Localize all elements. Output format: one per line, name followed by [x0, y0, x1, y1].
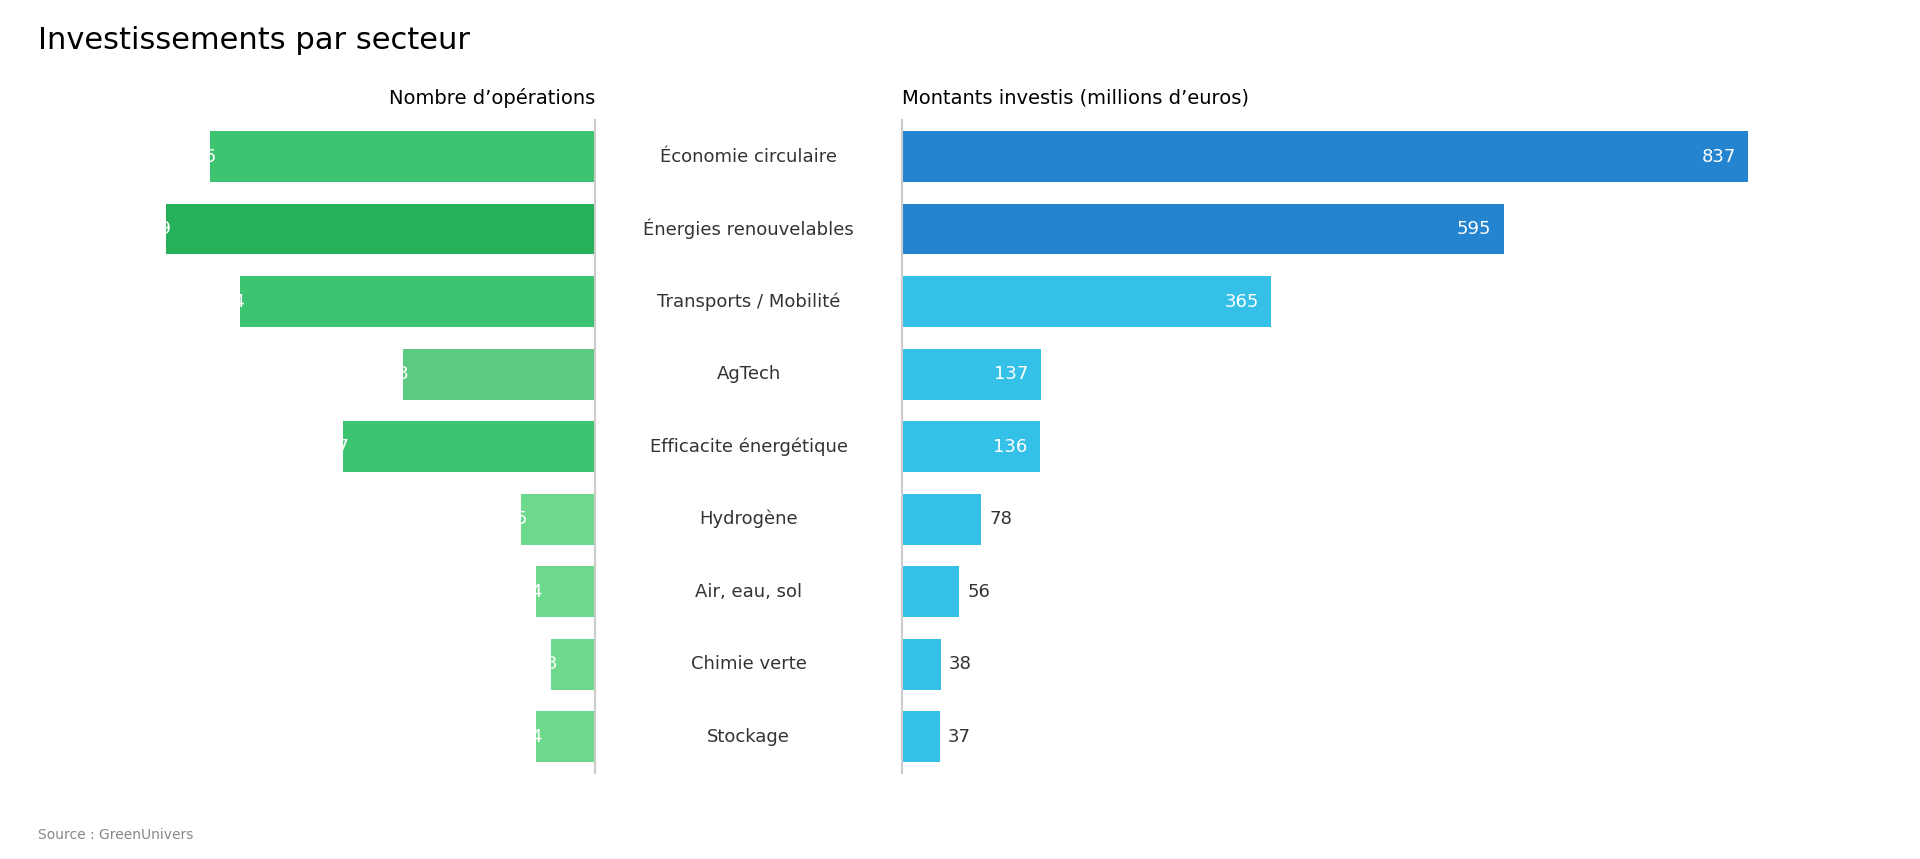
Text: Stockage: Stockage [707, 728, 791, 746]
Bar [165, 204, 595, 254]
Text: Nombre d’opérations: Nombre d’opérations [390, 88, 595, 107]
Bar [902, 349, 1041, 399]
Bar [902, 639, 941, 690]
Bar [209, 131, 595, 182]
Text: 136: 136 [993, 438, 1027, 455]
Text: 17: 17 [326, 438, 349, 455]
Text: Économie circulaire: Économie circulaire [660, 148, 837, 166]
Text: Montants investis (millions d’euros): Montants investis (millions d’euros) [902, 88, 1250, 107]
Text: 29: 29 [148, 220, 171, 238]
Text: Source : GreenUnivers: Source : GreenUnivers [38, 828, 194, 842]
Bar [902, 494, 981, 545]
Text: 24: 24 [223, 293, 246, 311]
Bar [902, 277, 1271, 327]
Bar [520, 494, 595, 545]
Bar [902, 566, 958, 617]
Text: Investissements par secteur: Investissements par secteur [38, 26, 470, 55]
Text: 4: 4 [530, 728, 541, 746]
Text: 4: 4 [530, 582, 541, 600]
Text: Transports / Mobilité: Transports / Mobilité [657, 292, 841, 311]
Text: 3: 3 [545, 655, 557, 673]
Text: 37: 37 [948, 728, 972, 746]
Text: Chimie verte: Chimie verte [691, 655, 806, 673]
Bar [536, 566, 595, 617]
Text: 56: 56 [968, 582, 991, 600]
Text: 5: 5 [516, 510, 528, 528]
Bar [902, 421, 1041, 472]
Text: 78: 78 [989, 510, 1012, 528]
Bar [551, 639, 595, 690]
Text: Efficacite énergétique: Efficacite énergétique [649, 437, 849, 456]
Text: Hydrogène: Hydrogène [699, 510, 799, 528]
Bar [902, 204, 1503, 254]
Bar [403, 349, 595, 399]
Bar [902, 131, 1749, 182]
Bar [902, 711, 939, 762]
Bar [536, 711, 595, 762]
Bar [344, 421, 595, 472]
Bar [240, 277, 595, 327]
Text: 13: 13 [386, 365, 409, 383]
Text: 595: 595 [1457, 220, 1492, 238]
Text: 26: 26 [194, 148, 217, 166]
Text: 137: 137 [995, 365, 1029, 383]
Text: Énergies renouvelables: Énergies renouvelables [643, 219, 854, 240]
Text: 837: 837 [1701, 148, 1736, 166]
Text: Air, eau, sol: Air, eau, sol [695, 582, 803, 600]
Text: 365: 365 [1225, 293, 1260, 311]
Text: 38: 38 [948, 655, 972, 673]
Text: AgTech: AgTech [716, 365, 781, 383]
